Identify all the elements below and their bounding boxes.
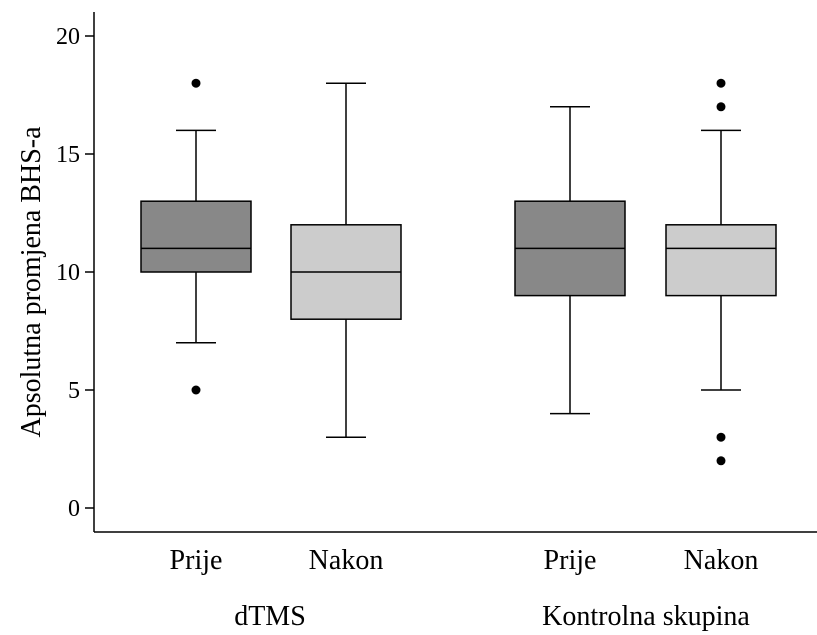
y-axis-title: Apsolutna promjena BHS-a: [16, 126, 47, 438]
outlier-point: [716, 78, 726, 88]
outlier-point: [716, 456, 726, 466]
outlier-point: [716, 432, 726, 442]
y-tick-label: 10: [56, 260, 80, 286]
y-tick-label: 20: [56, 24, 80, 50]
y-tick-label: 5: [68, 378, 80, 404]
y-axis-ticks: 0 5 10 15 20: [56, 24, 94, 522]
category-label: Prije: [170, 545, 223, 576]
outlier-point: [191, 78, 201, 88]
category-label: Prije: [544, 545, 597, 576]
group-label: Kontrolna skupina: [542, 601, 750, 632]
box-prije-1: [140, 78, 252, 395]
outlier-point: [191, 385, 201, 395]
outlier-point: [716, 102, 726, 112]
box-nakon-2: [665, 78, 777, 466]
plot-area: [140, 78, 777, 466]
group-label: dTMS: [234, 601, 306, 632]
box-prije-2: [514, 106, 626, 415]
category-label: Nakon: [684, 545, 759, 576]
category-label: Nakon: [309, 545, 384, 576]
box-nakon-1: [290, 82, 402, 438]
y-tick-label: 0: [68, 496, 80, 522]
iqr-box: [140, 200, 252, 273]
iqr-box: [665, 224, 777, 297]
y-tick-label: 15: [56, 142, 80, 168]
